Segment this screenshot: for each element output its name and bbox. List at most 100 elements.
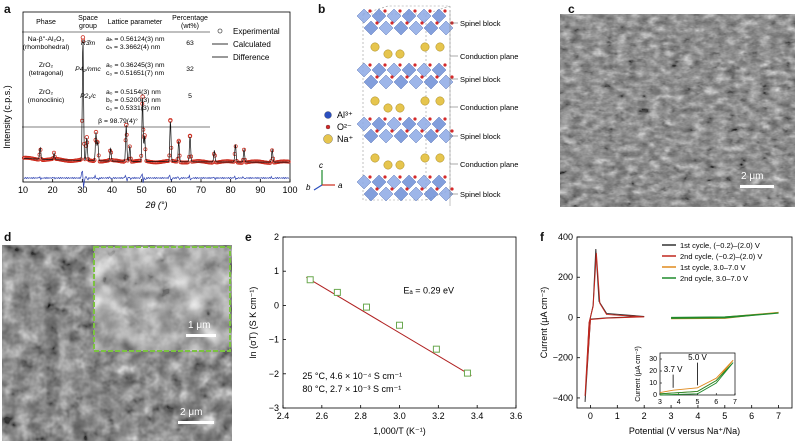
al-polyhedron xyxy=(438,74,454,90)
plot-frame-f xyxy=(576,236,793,409)
fit-line xyxy=(306,276,472,376)
inset-x-tick-label: 7 xyxy=(733,399,737,406)
panel-a-label: a xyxy=(4,2,11,16)
oxygen-atom xyxy=(368,63,372,67)
oxygen-atom xyxy=(398,9,402,13)
sodium-atom xyxy=(395,160,405,170)
x-tick-label-e: 3.2 xyxy=(432,411,445,421)
sem-image-c: 2 μm xyxy=(560,14,795,207)
inset-marker-label: 5.0 V xyxy=(688,353,707,362)
y-tick-label-e: −3 xyxy=(269,403,279,413)
y-tick-label-f: 0 xyxy=(568,312,573,322)
ion-legend-marker xyxy=(323,134,333,144)
inset-scale-label-d: 1 μm xyxy=(188,320,211,331)
data-point xyxy=(463,369,471,377)
table-header: Space xyxy=(78,15,98,22)
table-param: b₀ = 0.5200(3) nm xyxy=(106,97,161,104)
oxygen-atom xyxy=(420,75,424,79)
oxygen-atom xyxy=(428,117,432,121)
x-tick-label-e: 3.0 xyxy=(393,411,406,421)
panel-e-label: e xyxy=(245,230,252,244)
oxygen-atom xyxy=(413,175,417,179)
table-header: Percentage xyxy=(172,15,208,22)
al-polyhedron xyxy=(401,174,417,190)
table-param: c₀ = 0.51651(7) nm xyxy=(106,70,165,77)
crystal-structure: Spinel block Conduction plane Spinel block… xyxy=(306,5,518,206)
x-axis-label-f: Potential (V versus Na⁺/Na) xyxy=(629,426,740,436)
x-tick-label-e: 3.4 xyxy=(471,411,484,421)
oxygen-atom xyxy=(375,129,379,133)
al-polyhedron xyxy=(386,174,402,190)
x-tick-label-a: 10 xyxy=(18,185,28,195)
al-polyhedron xyxy=(393,186,409,202)
oxygen-atom xyxy=(435,21,439,25)
oxygen-atom xyxy=(383,117,387,121)
oxygen-atom xyxy=(428,63,432,67)
ion-legend-label: O²⁻ xyxy=(337,122,352,132)
al-polyhedron xyxy=(363,128,379,144)
al-polyhedron xyxy=(356,8,372,24)
ion-legend-marker xyxy=(324,111,332,119)
inset-y-tick-label: 10 xyxy=(649,380,657,387)
al-polyhedron xyxy=(393,20,409,36)
sodium-atom xyxy=(420,96,430,106)
al-polyhedron xyxy=(378,20,394,36)
experimental-point xyxy=(138,158,143,163)
inset-x-tick-label: 3 xyxy=(658,399,662,406)
y-axis-label-e: ln (σT) (S K cm⁻¹) xyxy=(248,287,258,359)
al-polyhedron xyxy=(431,62,447,78)
x-tick-label-e: 2.8 xyxy=(354,411,367,421)
table-header: Lattice parameter xyxy=(108,19,163,26)
table-phase: Na-β''-Al₂O₃ xyxy=(28,36,65,43)
al-polyhedron xyxy=(356,116,372,132)
axis-c-label: c xyxy=(319,161,323,170)
legend-label-f: 1st cycle, (−0.2)–(2.0) V xyxy=(680,241,760,250)
al-polyhedron xyxy=(371,116,387,132)
oxygen-atom xyxy=(413,63,417,67)
x-tick-label-a: 60 xyxy=(166,185,176,195)
al-polyhedron xyxy=(416,116,432,132)
x-tick-label-a: 50 xyxy=(137,185,147,195)
inset-x-tick-label: 6 xyxy=(714,399,718,406)
sodium-atom xyxy=(383,49,393,59)
oxygen-atom xyxy=(398,63,402,67)
sodium-atom xyxy=(383,160,393,170)
oxygen-atom xyxy=(383,63,387,67)
inset-y-tick-label: 30 xyxy=(649,356,657,363)
experimental-peak-point xyxy=(80,35,86,40)
al-polyhedron xyxy=(416,62,432,78)
al-polyhedron xyxy=(371,8,387,24)
experimental-point xyxy=(166,158,171,163)
table-header: Phase xyxy=(36,19,56,26)
data-point xyxy=(396,321,403,329)
x-tick-label-a: 90 xyxy=(255,185,265,195)
al-polyhedron xyxy=(363,186,379,202)
x-tick-label-f: 7 xyxy=(776,411,781,421)
x-tick-label-f: 0 xyxy=(588,411,593,421)
y-axis-label-f: Current (μA cm⁻²) xyxy=(539,287,549,358)
table-pct: 63 xyxy=(186,40,194,47)
inset-scale-bar-d xyxy=(186,334,216,337)
oxygen-atom xyxy=(450,187,454,191)
x-tick-label-a: 20 xyxy=(48,185,58,195)
data-point xyxy=(362,303,370,311)
inset-x-tick-label: 4 xyxy=(677,399,681,406)
experimental-point xyxy=(185,160,190,165)
inset-border-d xyxy=(93,246,231,352)
al-polyhedron xyxy=(408,74,424,90)
sodium-atom xyxy=(435,153,445,163)
legend-marker-experimental xyxy=(217,28,223,34)
al-polyhedron xyxy=(431,174,447,190)
x-axis-label-e: 1,000/T (K⁻¹) xyxy=(373,426,426,436)
oxygen-atom xyxy=(390,129,394,133)
oxygen-atom xyxy=(405,187,409,191)
block-label: Spinel block xyxy=(460,19,501,28)
al-polyhedron xyxy=(416,174,432,190)
activation-energy: Eₐ = 0.29 eV xyxy=(403,285,454,295)
sem-texture-d xyxy=(2,245,232,441)
al-polyhedron xyxy=(408,20,424,36)
panel-c-label: c xyxy=(568,2,575,16)
table-phase: ZrO₂ xyxy=(39,89,54,96)
experimental-point xyxy=(49,157,54,162)
